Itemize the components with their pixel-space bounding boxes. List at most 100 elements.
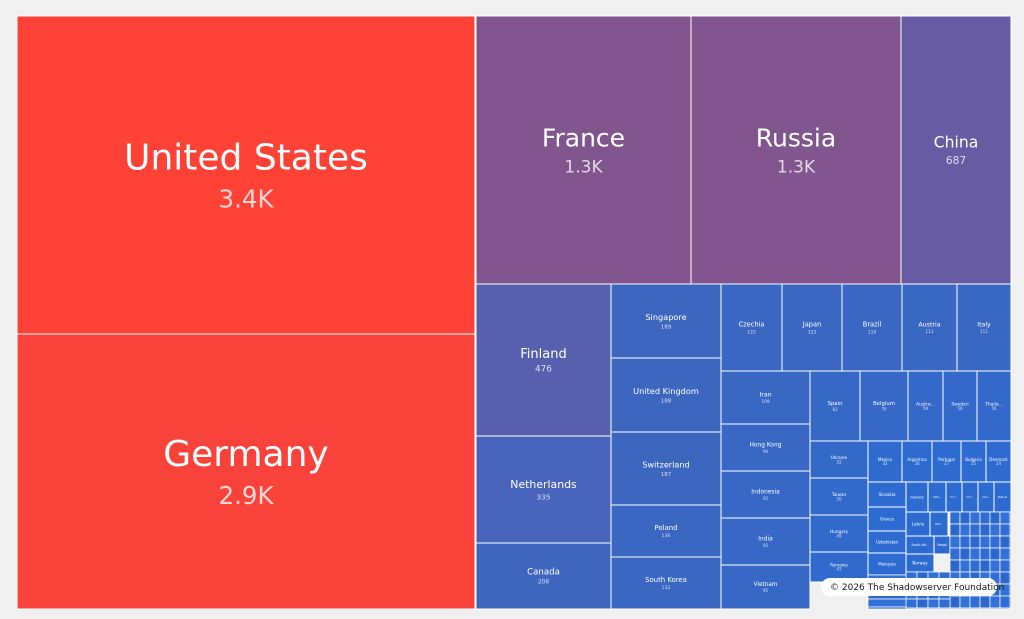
small-cell[interactable]: [927, 598, 940, 609]
small-cell[interactable]: [969, 559, 981, 573]
cell-ireland[interactable]: Ireland: [905, 481, 929, 513]
small-cell[interactable]: [1009, 535, 1012, 549]
small-cell[interactable]: [969, 523, 981, 537]
small-cell[interactable]: [969, 595, 981, 609]
cell-germany[interactable]: Germany 2.9K: [16, 333, 476, 610]
cell-united-kingdom[interactable]: United Kingdom 188: [610, 357, 722, 433]
small-cell[interactable]: [1009, 511, 1012, 525]
small-cell[interactable]: [979, 535, 991, 549]
cell-colo[interactable]: Colo...: [977, 481, 995, 513]
small-cell[interactable]: [959, 607, 971, 610]
small-cell[interactable]: [949, 595, 961, 609]
small-cell[interactable]: [1009, 595, 1012, 609]
small-cell[interactable]: [999, 547, 1011, 561]
cell-nepal[interactable]: Nepal: [933, 535, 951, 555]
small-cell[interactable]: [999, 607, 1011, 610]
small-cell[interactable]: [959, 523, 971, 537]
small-cell[interactable]: [999, 511, 1011, 525]
small-cell[interactable]: [916, 607, 929, 610]
small-cell[interactable]: [938, 598, 951, 609]
cell-france[interactable]: France 1.3K: [475, 15, 692, 285]
cell-greece[interactable]: Greece: [867, 506, 907, 532]
small-cell[interactable]: [969, 535, 981, 549]
small-cell[interactable]: [999, 535, 1011, 549]
small-cell[interactable]: [979, 607, 991, 610]
small-cell[interactable]: [949, 511, 961, 525]
cell-united-states[interactable]: United States 3.4K: [16, 15, 476, 335]
small-cell[interactable]: [867, 598, 907, 608]
small-cell[interactable]: [949, 547, 961, 561]
cell-singapore[interactable]: Singapore 189: [610, 283, 722, 359]
small-cell[interactable]: [1009, 583, 1012, 597]
small-cell[interactable]: [969, 607, 981, 610]
small-cell[interactable]: [927, 607, 940, 610]
small-cell[interactable]: [905, 598, 918, 609]
small-cell[interactable]: [989, 523, 1001, 537]
small-cell[interactable]: [959, 559, 971, 573]
small-cell[interactable]: [1009, 571, 1012, 585]
small-cell[interactable]: [1009, 547, 1012, 561]
cell-finland[interactable]: Finland 476: [475, 283, 612, 437]
small-cell[interactable]: [999, 523, 1011, 537]
cell-slove[interactable]: Slove...: [945, 481, 963, 513]
cell-latvia[interactable]: Latvia: [905, 511, 931, 537]
small-cell[interactable]: [989, 559, 1001, 573]
small-cell[interactable]: [979, 595, 991, 609]
cell-phili[interactable]: Phili...: [929, 511, 949, 537]
small-cell[interactable]: [949, 523, 961, 537]
small-cell[interactable]: [938, 607, 951, 610]
cell-malaysia[interactable]: Malaysia: [867, 552, 907, 576]
small-cell[interactable]: [999, 559, 1011, 573]
credit-badge[interactable]: © 2026 The Shadowserver Foundation: [821, 578, 1004, 596]
small-cell[interactable]: [959, 547, 971, 561]
small-cell[interactable]: [969, 547, 981, 561]
cell-austra[interactable]: Austra...59: [907, 370, 944, 442]
small-cell[interactable]: [1009, 559, 1012, 573]
small-cell[interactable]: [989, 595, 1001, 609]
small-cell[interactable]: [989, 547, 1001, 561]
cell-russia[interactable]: Russia 1.3K: [690, 15, 902, 285]
small-cell[interactable]: [999, 595, 1011, 609]
cell-south-afr[interactable]: South Afr...: [905, 535, 935, 555]
small-cell[interactable]: [949, 559, 961, 573]
cell-estonia[interactable]: Estonia: [993, 481, 1012, 513]
small-cell[interactable]: [867, 606, 907, 610]
cell-china[interactable]: China 687: [900, 15, 1012, 285]
small-cell[interactable]: [1009, 607, 1012, 610]
small-cell[interactable]: [979, 511, 991, 525]
small-cell[interactable]: [949, 607, 961, 610]
cell-canada[interactable]: Canada 208: [475, 542, 612, 610]
small-cell[interactable]: [959, 595, 971, 609]
cell-lithu[interactable]: Lithu...: [927, 481, 947, 513]
cell-slovakia[interactable]: Slovakia: [867, 481, 907, 508]
small-cell[interactable]: [979, 523, 991, 537]
small-cell[interactable]: [989, 511, 1001, 525]
small-cell[interactable]: [959, 511, 971, 525]
small-cell[interactable]: [989, 607, 1001, 610]
small-cell[interactable]: [916, 598, 929, 609]
cell-thaila[interactable]: Thaila...56: [976, 370, 1012, 442]
